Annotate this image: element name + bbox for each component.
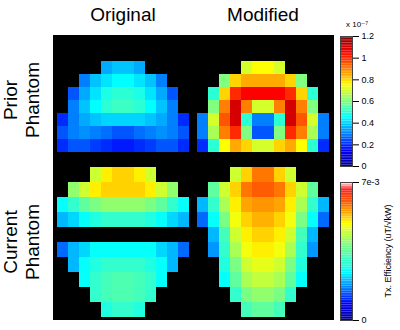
svg-text:7e-3: 7e-3	[362, 177, 380, 187]
svg-text:1.2: 1.2	[362, 31, 375, 41]
svg-text:0.4: 0.4	[362, 118, 375, 128]
svg-text:0.2: 0.2	[362, 140, 375, 150]
html-text:Original: Original	[90, 4, 156, 25]
html-text:Prior: Prior	[0, 79, 21, 121]
html-text:x 10⁻⁷: x 10⁻⁷	[346, 20, 369, 29]
svg-text:0: 0	[362, 315, 367, 325]
html-text:Phantom: Phantom	[22, 204, 43, 280]
html-text:Modified: Modified	[227, 4, 299, 25]
svg-text:0.6: 0.6	[362, 96, 375, 106]
svg-text:1: 1	[362, 53, 367, 63]
svg-text:0: 0	[362, 161, 367, 171]
html-text:Tx. Efficiency (uT/√kW): Tx. Efficiency (uT/√kW)	[383, 204, 393, 298]
html-text:Phantom: Phantom	[22, 62, 43, 138]
html-text:Current: Current	[0, 210, 21, 274]
svg-text:0.8: 0.8	[362, 75, 375, 85]
